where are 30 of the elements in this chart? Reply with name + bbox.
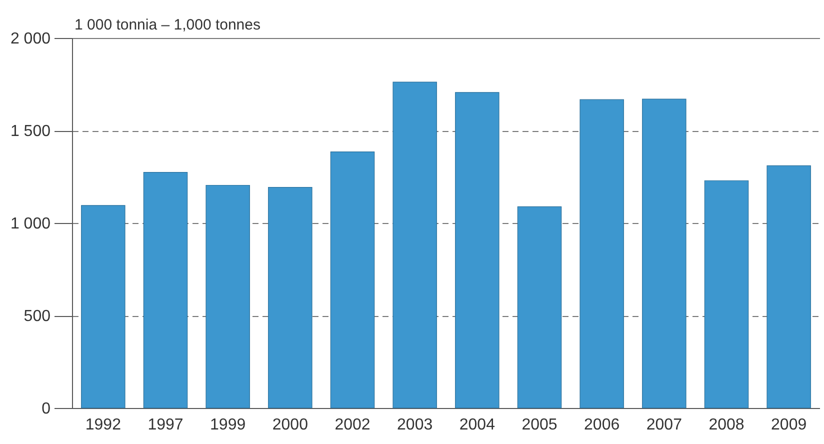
bar <box>704 180 749 408</box>
x-tick-label: 2007 <box>646 416 682 434</box>
bar <box>206 184 250 408</box>
x-tick-label: 1999 <box>210 416 246 434</box>
x-tick-label: 2009 <box>771 416 807 434</box>
bar <box>392 82 437 408</box>
bar <box>143 172 188 408</box>
x-tick-label: 2004 <box>459 416 496 434</box>
bar <box>580 99 624 408</box>
y-tick-label: 0 <box>42 400 51 418</box>
x-tick-label: 2002 <box>334 416 370 434</box>
x-tick-label: 2005 <box>522 416 558 434</box>
y-tick-label: 1 000 <box>10 216 51 232</box>
y-tick-label: 2 000 <box>10 30 51 48</box>
bar <box>642 98 686 408</box>
y-tick-label: 500 <box>24 308 51 325</box>
bar <box>455 92 500 408</box>
bar <box>81 205 126 408</box>
bar <box>330 151 375 408</box>
bar <box>766 165 811 408</box>
x-tick-label: 2003 <box>397 416 433 434</box>
y-tick-label: 1 500 <box>10 123 51 140</box>
x-tick-label: 1992 <box>85 416 122 434</box>
x-tick-label: 2008 <box>708 416 744 434</box>
x-tick-label: 2000 <box>272 416 308 434</box>
bar <box>268 186 312 408</box>
x-tick-label: 1997 <box>148 416 184 434</box>
y-axis-title: 1 000 tonnia – 1,000 tonnes <box>74 16 260 34</box>
bar <box>517 206 562 408</box>
x-tick-label: 2006 <box>584 416 620 434</box>
